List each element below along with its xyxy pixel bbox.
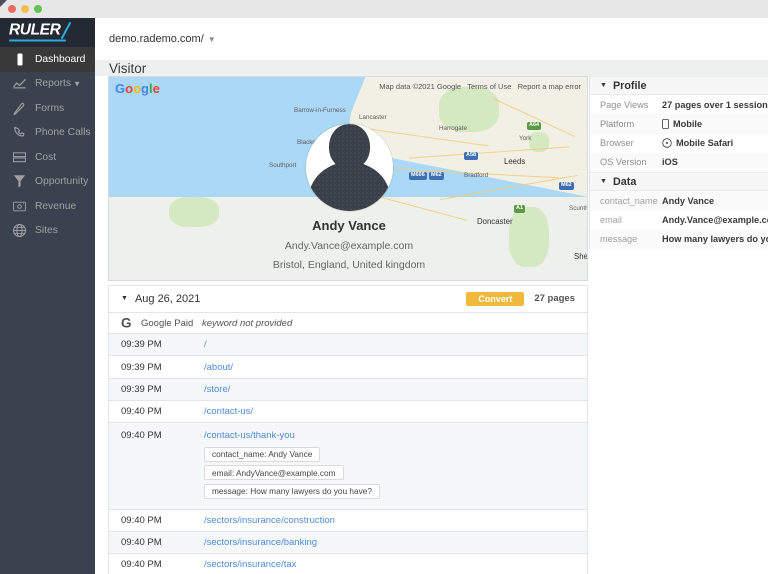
- svg-text:RULER: RULER: [9, 22, 62, 39]
- svg-text:G: G: [121, 316, 132, 330]
